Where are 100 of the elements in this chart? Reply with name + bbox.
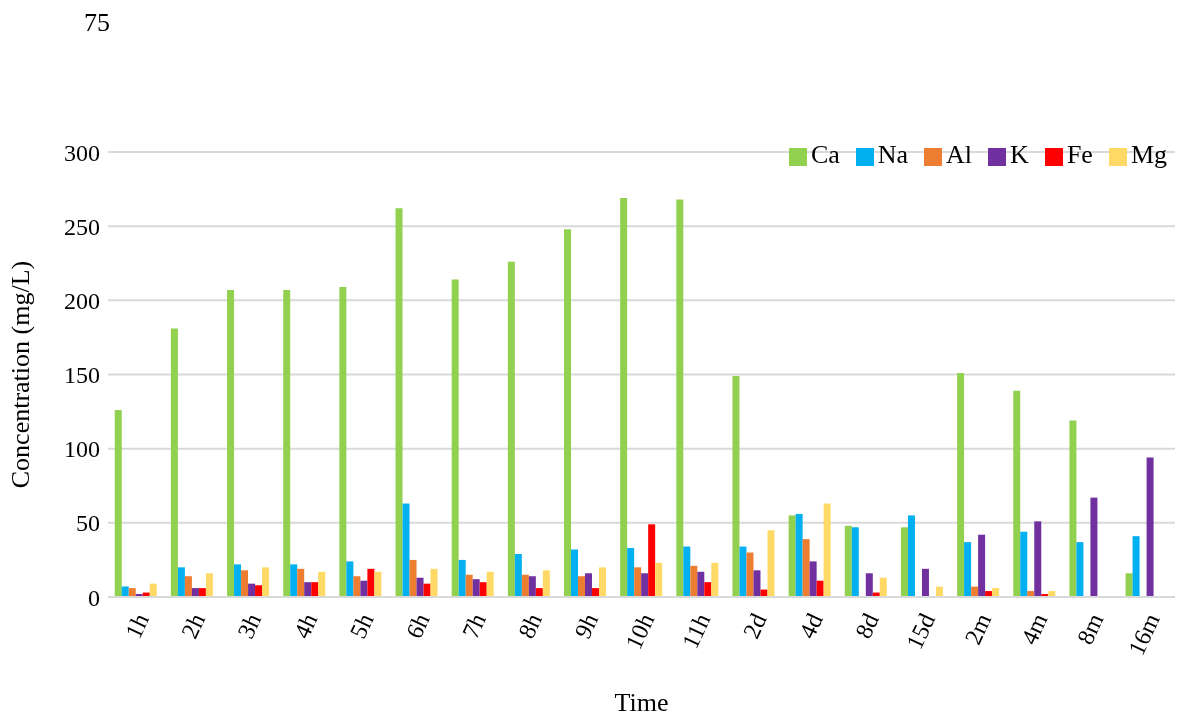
bar (184, 576, 192, 597)
y-tick-label: 200 (64, 287, 100, 314)
bar (844, 525, 852, 597)
bar (479, 582, 487, 597)
bar (865, 573, 873, 597)
bar (486, 571, 494, 597)
bar (227, 289, 235, 597)
bar (599, 567, 606, 597)
bar (283, 289, 291, 597)
bar (1013, 390, 1021, 597)
bar (964, 542, 972, 597)
bar (879, 577, 887, 597)
bar (128, 588, 136, 597)
x-tick-label: 8m (1072, 609, 1109, 649)
x-tick-label: 4m (1015, 609, 1053, 649)
y-tick-label: 100 (64, 436, 100, 463)
bar (957, 373, 965, 597)
bar (578, 576, 585, 597)
bar (198, 588, 206, 597)
bar (704, 582, 712, 597)
bar (290, 564, 298, 597)
bar (395, 208, 403, 597)
bar (360, 580, 368, 597)
bar (809, 561, 817, 597)
bar (423, 583, 431, 597)
text: 75 (84, 8, 110, 38)
bar (816, 580, 824, 597)
bar (641, 573, 649, 597)
bar (318, 571, 326, 597)
bar (472, 579, 480, 597)
bar (978, 534, 986, 597)
bar (535, 588, 543, 597)
bar (311, 582, 319, 597)
bar (1020, 531, 1028, 597)
bar (430, 568, 438, 597)
bar (571, 549, 578, 597)
bar (451, 279, 459, 597)
y-tick-label: 150 (64, 362, 100, 389)
bar (711, 562, 719, 597)
legend-label: Al (946, 140, 973, 169)
bar (655, 562, 663, 597)
bar (205, 573, 213, 597)
x-tick-label: 10h (620, 609, 660, 654)
bar (521, 574, 529, 597)
bar (1125, 573, 1133, 597)
bar (402, 503, 410, 597)
bar (1069, 420, 1077, 597)
bar (1090, 497, 1098, 597)
bar (114, 410, 122, 597)
bar (697, 571, 705, 597)
bar (564, 229, 571, 597)
bar (746, 552, 754, 597)
y-axis-title: Concentration (mg/L) (6, 260, 36, 489)
bar (514, 553, 522, 597)
bar (297, 568, 305, 597)
bar (409, 559, 417, 597)
y-tick-label: 300 (64, 139, 100, 166)
bar (262, 567, 270, 597)
bar (542, 570, 550, 597)
x-axis-title: Time (614, 688, 669, 713)
bar (1132, 536, 1140, 597)
bar (992, 588, 1000, 597)
bar (528, 576, 536, 597)
x-tick-label: 15d (901, 609, 941, 654)
x-tick-label: 6h (400, 609, 435, 643)
x-tick-label: 9h (569, 609, 604, 643)
bar (634, 567, 642, 597)
bar (620, 197, 628, 597)
x-tick-label: 16m (1123, 609, 1165, 660)
x-tick-label: 2h (176, 609, 211, 643)
x-tick-label: 3h (232, 609, 267, 643)
bar (339, 286, 347, 597)
x-tick-label: 2d (737, 609, 772, 643)
x-tick-label: 5h (344, 609, 379, 643)
bar (416, 577, 424, 597)
bar (367, 568, 375, 597)
bar (177, 567, 185, 597)
bar (907, 515, 915, 597)
bar (149, 583, 157, 597)
bar (304, 582, 312, 597)
bar (683, 546, 691, 597)
y-tick-label: 50 (76, 510, 100, 537)
x-tick-label: 7h (457, 609, 491, 643)
bar (248, 583, 256, 597)
x-tick-label: 1h (120, 609, 154, 643)
x-tick-label: 8h (513, 609, 547, 643)
x-tick-label: 2m (959, 609, 997, 649)
bar (851, 527, 859, 597)
y-tick-label: 0 (88, 584, 100, 611)
bar (648, 524, 656, 597)
bar (592, 588, 599, 597)
bar (234, 564, 242, 597)
bar (690, 565, 698, 597)
bar (739, 546, 747, 597)
bar (458, 559, 466, 597)
bar (241, 570, 249, 597)
bar (1076, 542, 1084, 597)
legend-label: Fe (1066, 140, 1093, 169)
bar (507, 261, 515, 597)
y-tick-label: 250 (64, 213, 100, 240)
